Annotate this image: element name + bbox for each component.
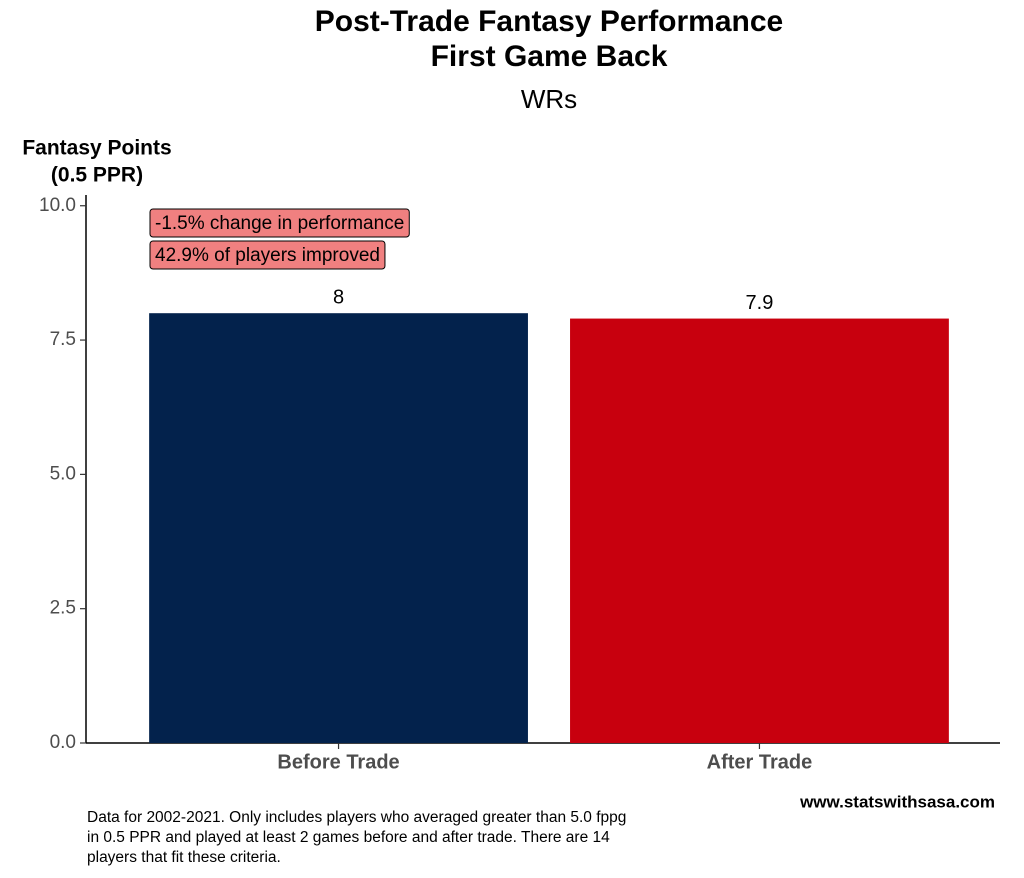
y-tick-label: 2.5 <box>50 598 76 619</box>
caption: players that fit these criteria. <box>87 849 281 866</box>
x-tick-label: After Trade <box>707 751 813 773</box>
data-label: 8 <box>333 286 344 308</box>
chart-title: First Game Back <box>431 40 668 73</box>
source: www.statswithsasa.com <box>799 792 995 811</box>
y-tick-label: 0.0 <box>50 732 76 753</box>
chart-title: Post-Trade Fantasy Performance <box>315 5 784 38</box>
annotation: -1.5% change in performance <box>155 213 404 234</box>
x-tick-label: Before Trade <box>277 751 399 773</box>
y-axis-title: Fantasy Points <box>22 137 171 160</box>
y-axis-title: (0.5 PPR) <box>51 164 143 187</box>
bar <box>149 313 528 743</box>
annotation-box <box>149 208 410 238</box>
data-label: 7.9 <box>746 292 774 314</box>
annotation-box <box>149 240 386 270</box>
y-tick-label: 7.5 <box>50 329 76 350</box>
y-tick-label: 5.0 <box>50 463 76 484</box>
annotation: 42.9% of players improved <box>155 245 380 266</box>
caption: in 0.5 PPR and played at least 2 games b… <box>87 829 610 846</box>
bar <box>570 318 949 743</box>
caption: Data for 2002-2021. Only includes player… <box>87 809 626 826</box>
chart-subtitle: WRs <box>521 84 577 114</box>
y-tick-label: 10.0 <box>39 195 76 216</box>
